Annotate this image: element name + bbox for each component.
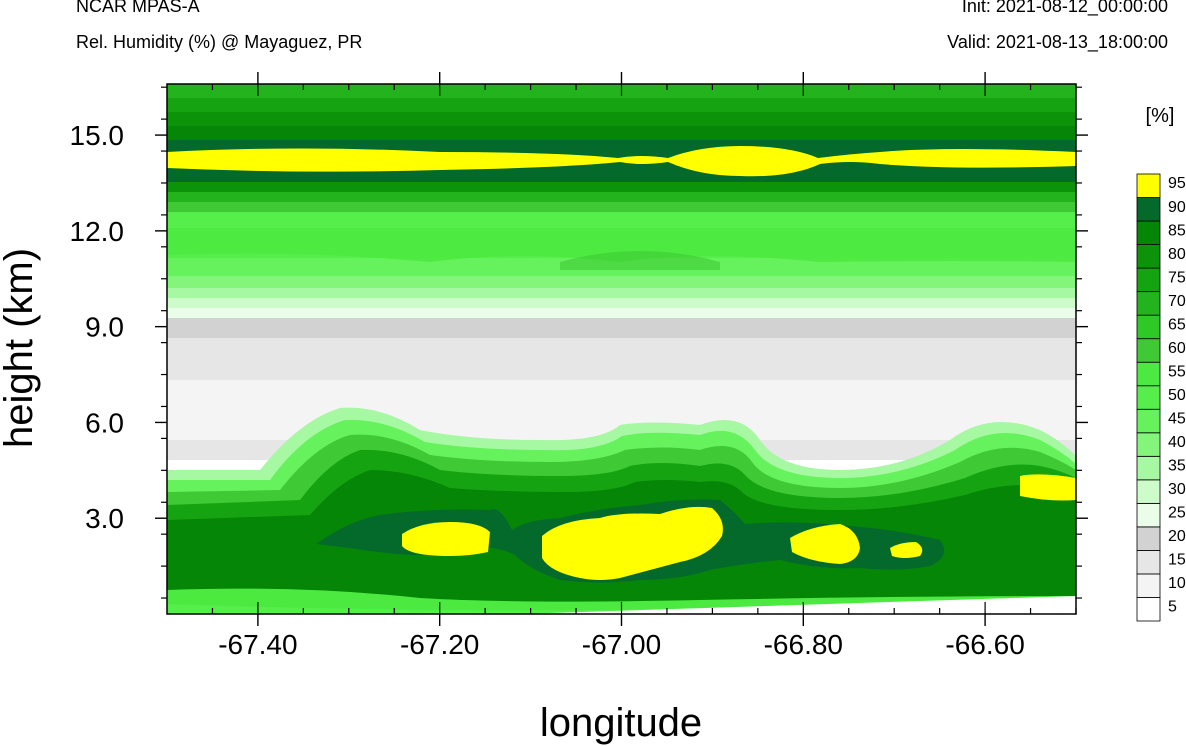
x-tick-label: -66.60	[945, 629, 1024, 660]
colorbar-swatch	[1136, 244, 1161, 269]
colorbar-swatch	[1136, 314, 1161, 340]
colorbar-label: 15	[1168, 552, 1186, 569]
colorbar-label: 5	[1168, 599, 1177, 616]
x-tick-label: -67.40	[218, 629, 297, 660]
colorbar-label: 70	[1168, 293, 1186, 310]
colorbar-swatch	[1136, 385, 1161, 410]
colorbar-label: 45	[1168, 410, 1186, 427]
colorbar-label: 60	[1168, 340, 1186, 357]
colorbar-label: 40	[1168, 434, 1186, 451]
colorbar-swatch	[1136, 502, 1161, 528]
colorbar-label: 65	[1168, 316, 1186, 333]
colorbar-swatch	[1136, 479, 1161, 504]
model-name: NCAR MPAS-A	[76, 0, 200, 16]
colorbar-swatch	[1136, 361, 1161, 387]
humidity-field	[167, 84, 1076, 614]
y-tick-label: 9.0	[85, 312, 124, 343]
colorbar-label: 35	[1168, 458, 1186, 475]
y-axis: 3.0 6.0 9.0 12.0 15.0	[70, 86, 1088, 599]
colorbar-swatch	[1136, 220, 1161, 245]
y-tick-label: 12.0	[70, 216, 125, 247]
colorbar-label: 75	[1168, 269, 1186, 286]
colorbar-label: 10	[1168, 575, 1186, 592]
colorbar-label: 20	[1168, 528, 1186, 545]
colorbar-swatch	[1136, 455, 1161, 481]
y-tick-label: 15.0	[70, 120, 125, 151]
x-tick-label: -67.00	[582, 629, 661, 660]
x-axis-title: longitude	[540, 701, 702, 745]
colorbar-unit: [%]	[1146, 105, 1175, 127]
colorbar-label: 50	[1168, 387, 1186, 404]
x-tick-label: -66.80	[764, 629, 843, 660]
colorbar-swatch	[1136, 597, 1161, 622]
colorbar-swatch	[1136, 526, 1161, 551]
y-tick-label: 6.0	[85, 407, 124, 438]
colorbar-label: 95	[1168, 175, 1186, 192]
colorbar-swatch	[1136, 432, 1161, 457]
colorbar-label: 90	[1168, 199, 1186, 216]
colorbar-label: 80	[1168, 246, 1186, 263]
colorbar-swatch	[1136, 408, 1161, 434]
valid-time: Valid: 2021-08-13_18:00:00	[947, 32, 1168, 52]
y-tick-label: 3.0	[85, 503, 124, 534]
x-axis: -67.40 -67.20 -67.00 -66.80 -66.60	[211, 72, 1077, 660]
field-title: Rel. Humidity (%) @ Mayaguez, PR	[76, 32, 363, 52]
colorbar-label: 30	[1168, 481, 1186, 498]
colorbar-swatch	[1136, 197, 1161, 222]
colorbar: 5 10 15 20 25 30 35 40 45 50 55 60 65 70 75 80 85 90 95	[1136, 173, 1186, 622]
colorbar-swatch	[1136, 550, 1161, 575]
y-axis-title: height (km)	[0, 248, 41, 448]
colorbar-label: 25	[1168, 505, 1186, 522]
colorbar-swatch	[1136, 338, 1161, 363]
colorbar-swatch	[1136, 267, 1161, 293]
colorbar-swatch	[1136, 573, 1161, 598]
init-time: Init: 2021-08-12_00:00:00	[961, 0, 1168, 16]
colorbar-swatch	[1136, 173, 1161, 198]
colorbar-label: 85	[1168, 222, 1186, 239]
colorbar-swatch	[1136, 291, 1161, 316]
colorbar-label: 55	[1168, 363, 1186, 380]
x-tick-label: -67.20	[400, 629, 479, 660]
